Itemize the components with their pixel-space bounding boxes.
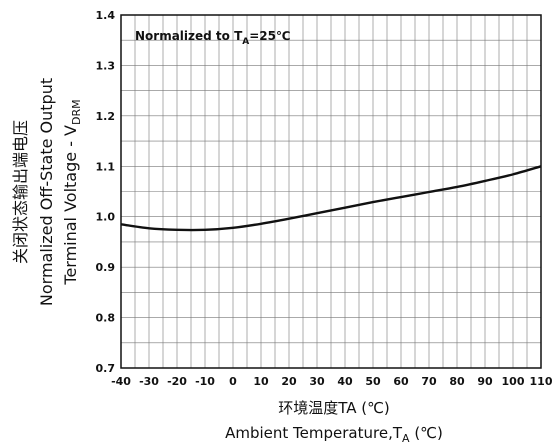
x-tick-label: 40 <box>337 375 353 388</box>
x-tick-labels: -40 -30 -20 -10 0 10 20 30 40 50 60 70 80 90 100 110 <box>111 375 553 388</box>
y-tick-label: 1.4 <box>96 9 116 22</box>
x-tick-label: -20 <box>167 375 187 388</box>
x-tick-label: 70 <box>421 375 437 388</box>
x-tick-label: 90 <box>477 375 493 388</box>
x-tick-label: 20 <box>281 375 297 388</box>
normalization-annotation: Normalized to TA=25℃ <box>135 29 291 47</box>
y-tick-label: 1.3 <box>96 59 116 72</box>
y-tick-label: 0.9 <box>96 261 116 274</box>
y-axis-label-en-line2: Terminal Voltage - VDRM <box>61 99 83 285</box>
x-tick-label: -10 <box>195 375 215 388</box>
y-tick-label: 0.8 <box>96 312 116 325</box>
x-tick-label: 10 <box>253 375 269 388</box>
x-tick-label: 80 <box>449 375 465 388</box>
chart-grid <box>121 15 541 368</box>
x-tick-label: 50 <box>365 375 381 388</box>
y-tick-label: 1.0 <box>96 211 116 224</box>
y-tick-label: 0.7 <box>96 362 116 375</box>
x-axis-label-en: Ambient Temperature,TA (℃) <box>225 424 443 445</box>
x-tick-label: 60 <box>393 375 409 388</box>
y-tick-labels: 0.7 0.8 0.9 1.0 1.1 1.2 1.3 1.4 <box>96 9 116 375</box>
x-tick-label: 0 <box>229 375 237 388</box>
x-tick-label: 100 <box>502 375 525 388</box>
plot-frame <box>120 14 542 369</box>
x-tick-label: -40 <box>111 375 131 388</box>
y-axis-label-en-line1: Normalized Off-State Output <box>37 78 56 306</box>
y-tick-label: 1.2 <box>96 110 116 123</box>
x-tick-label: 30 <box>309 375 325 388</box>
x-tick-label: 110 <box>530 375 553 388</box>
x-tick-label: -30 <box>139 375 159 388</box>
y-tick-label: 1.1 <box>96 160 116 173</box>
x-axis-label-cn: 环境温度TA (℃) <box>278 399 390 417</box>
series-line <box>120 165 542 232</box>
y-axis-label-cn: 关闭状态输出端电压 <box>11 120 30 264</box>
